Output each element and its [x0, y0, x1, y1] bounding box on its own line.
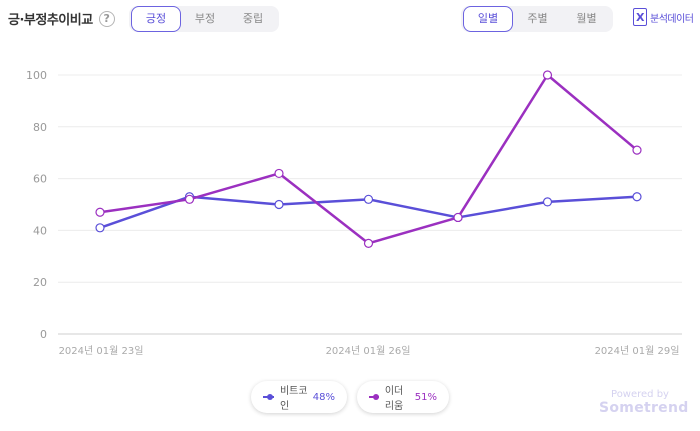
legend-item-ethereum[interactable]: 이더리움 51%	[357, 381, 449, 413]
y-tick-label: 100	[26, 69, 47, 82]
period-tabs: 일별 주별 월별	[461, 6, 613, 32]
legend-percent-ethereum: 51%	[414, 391, 437, 403]
data-point	[95, 207, 105, 217]
analysis-data-label: 분석데이터	[650, 13, 694, 25]
help-icon[interactable]: ?	[98, 10, 115, 27]
data-point	[453, 212, 463, 223]
tab-neutral[interactable]: 중립	[242, 12, 264, 25]
x-tick-label: 2024년 01월 29일	[595, 345, 680, 357]
analysis-data-button[interactable]: X 분석데이터	[633, 8, 694, 26]
legend-percent-bitcoin: 48%	[312, 391, 335, 403]
chart-header: 긍·부정추이비교 ?	[8, 9, 115, 28]
tab-daily[interactable]: 일별	[463, 6, 513, 32]
excel-icon: X	[633, 8, 647, 26]
data-point	[363, 238, 374, 248]
brand-logo: Sometrend	[599, 400, 689, 416]
data-point	[632, 192, 642, 202]
legend-label-bitcoin: 비트코인	[279, 386, 308, 412]
chart-title: 긍·부정추이비교	[8, 13, 93, 28]
x-tick-label: 2024년 01월 26일	[326, 345, 411, 357]
y-tick-label: 40	[33, 224, 47, 237]
y-tick-label: 60	[33, 173, 47, 186]
data-point	[274, 168, 284, 179]
y-tick-label: 20	[33, 276, 47, 289]
legend-marker-bitcoin	[263, 394, 274, 400]
sentiment-tabs: 긍정 부정 중립	[129, 6, 279, 32]
y-tick-label: 80	[33, 121, 47, 134]
legend-label-ethereum: 이더리움	[384, 386, 404, 412]
data-point	[632, 145, 642, 155]
x-tick-label: 2024년 01월 23일	[59, 345, 144, 357]
series-line-1	[99, 73, 638, 245]
tab-weekly[interactable]: 주별	[527, 12, 548, 25]
data-point	[363, 194, 374, 204]
powered-by-label: Powered by	[611, 389, 669, 400]
data-point	[542, 197, 553, 207]
y-tick-label: 0	[40, 328, 47, 341]
tab-negative[interactable]: 부정	[194, 12, 216, 25]
legend-marker-ethereum	[369, 394, 379, 400]
data-point	[542, 70, 553, 80]
powered-by: Powered by Sometrend	[599, 389, 689, 416]
tab-monthly[interactable]: 월별	[576, 12, 597, 25]
tab-positive[interactable]: 긍정	[131, 6, 181, 32]
data-point	[184, 194, 195, 204]
data-point	[95, 223, 105, 233]
legend-item-bitcoin[interactable]: 비트코인 48%	[251, 381, 347, 413]
data-point	[274, 199, 284, 210]
